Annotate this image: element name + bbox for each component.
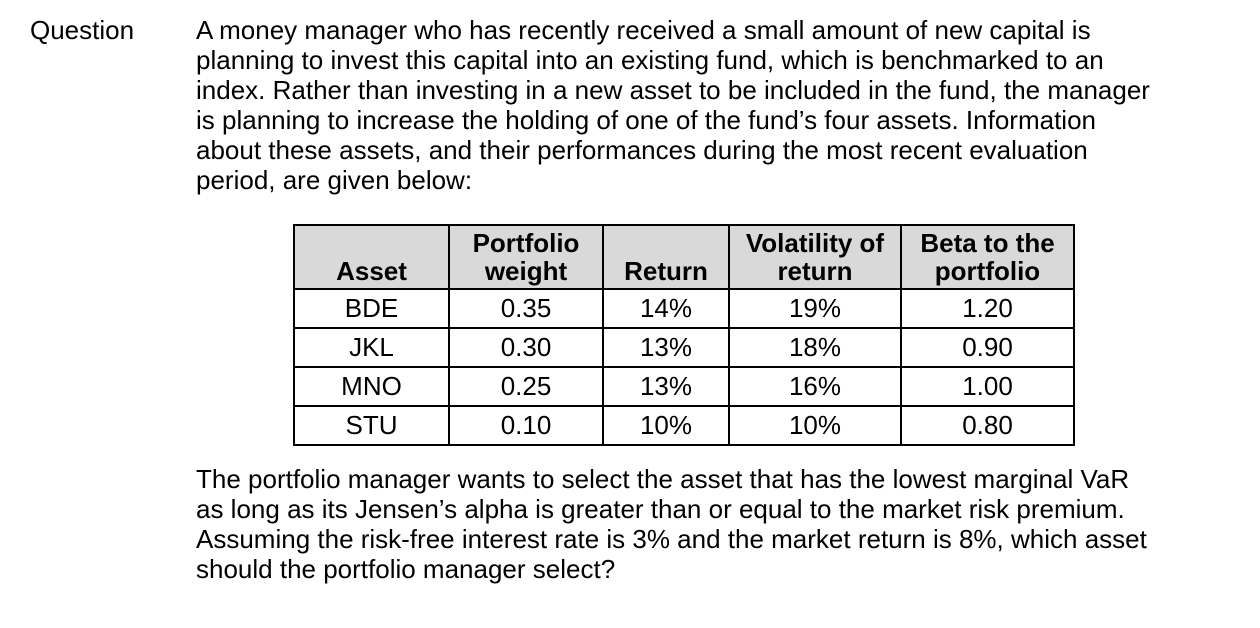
header-line: weight — [484, 256, 568, 286]
intro-paragraph: A money manager who has recently receive… — [196, 15, 1150, 195]
cell-beta-to-portfolio: 1.20 — [900, 288, 1075, 329]
table-row-mno: MNO 0.25 13% 16% 1.00 — [293, 366, 1075, 407]
text-line: about these assets, and their performanc… — [196, 135, 1088, 165]
cell-return: 13% — [602, 327, 730, 368]
header-line: Asset — [336, 256, 407, 286]
text-line: planning to invest this capital into an … — [196, 45, 1104, 75]
table-header-row: Asset Portfolio weight Return Volatility… — [293, 224, 1075, 290]
header-line: return — [777, 256, 853, 286]
cell-volatility-of-return: 16% — [728, 366, 902, 407]
cell-portfolio-weight: 0.10 — [448, 405, 604, 446]
header-line: Volatility of — [745, 228, 885, 258]
cell-portfolio-weight: 0.25 — [448, 366, 604, 407]
text-line: should the portfolio manager select? — [196, 554, 616, 584]
header-line: Portfolio — [472, 228, 580, 258]
table-row-jkl: JKL 0.30 13% 18% 0.90 — [293, 327, 1075, 368]
cell-portfolio-weight: 0.30 — [448, 327, 604, 368]
header-line: Beta to the — [920, 228, 1055, 258]
question-paragraph: The portfolio manager wants to select th… — [196, 464, 1147, 584]
cell-portfolio-weight: 0.35 — [448, 288, 604, 329]
cell-beta-to-portfolio: 0.80 — [900, 405, 1075, 446]
text-line: The portfolio manager wants to select th… — [196, 464, 1130, 494]
table-row-bde: BDE 0.35 14% 19% 1.20 — [293, 288, 1075, 329]
cell-beta-to-portfolio: 1.00 — [900, 366, 1075, 407]
header-line: portfolio — [934, 256, 1041, 286]
text-line: A money manager who has recently receive… — [196, 15, 1091, 45]
cell-volatility-of-return: 19% — [728, 288, 902, 329]
cell-return: 10% — [602, 405, 730, 446]
cell-asset: STU — [293, 405, 450, 446]
text-line: index. Rather than investing in a new as… — [196, 75, 1150, 105]
cell-volatility-of-return: 10% — [728, 405, 902, 446]
column-header-return: Return — [602, 224, 730, 290]
question-label: Question — [30, 15, 135, 45]
cell-asset: BDE — [293, 288, 450, 329]
text-line: Assuming the risk-free interest rate is … — [196, 524, 1147, 554]
cell-return: 14% — [602, 288, 730, 329]
header-line: Return — [624, 256, 708, 286]
column-header-portfolio-weight: Portfolio weight — [448, 224, 604, 290]
cell-asset: JKL — [293, 327, 450, 368]
text-line: as long as its Jensen’s alpha is greater… — [196, 494, 1125, 524]
cell-beta-to-portfolio: 0.90 — [900, 327, 1075, 368]
assets-table: Asset Portfolio weight Return Volatility… — [293, 224, 1075, 446]
text-line: period, are given below: — [196, 165, 473, 195]
text-line: is planning to increase the holding of o… — [196, 105, 1096, 135]
table-row-stu: STU 0.10 10% 10% 0.80 — [293, 405, 1075, 446]
cell-volatility-of-return: 18% — [728, 327, 902, 368]
column-header-asset: Asset — [293, 224, 450, 290]
cell-return: 13% — [602, 366, 730, 407]
column-header-beta-to-portfolio: Beta to the portfolio — [900, 224, 1075, 290]
column-header-volatility-of-return: Volatility of return — [728, 224, 902, 290]
cell-asset: MNO — [293, 366, 450, 407]
